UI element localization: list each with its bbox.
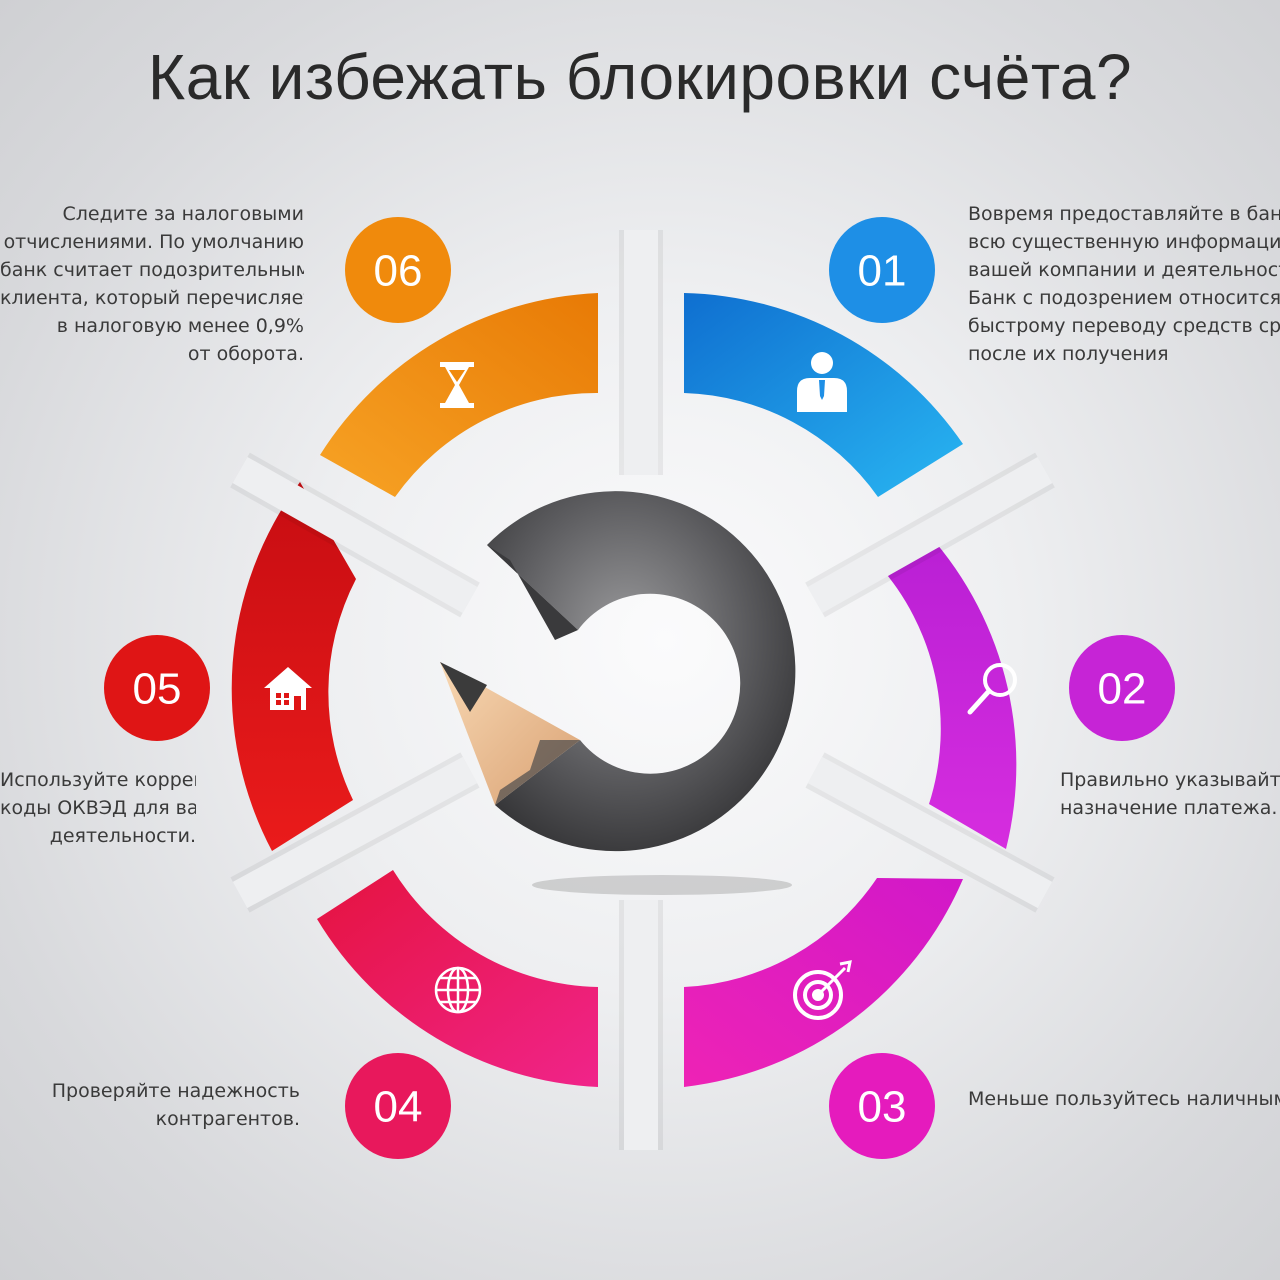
- businessman-icon: [797, 352, 847, 412]
- badge-number: 05: [133, 665, 182, 714]
- step-06-description: Следите за налоговыми отчислениями. По у…: [0, 203, 304, 365]
- pencil-lead: [440, 662, 487, 712]
- step-02-description: Правильно указывайте назначение платежа.: [1060, 769, 1280, 819]
- badge-04: 04: [345, 1053, 451, 1159]
- step-05-description: Используйте корректные коды ОКВЭД для ва…: [0, 769, 196, 847]
- badge-number: 02: [1098, 665, 1147, 714]
- badge-02: 02: [1069, 635, 1175, 741]
- badge-number: 06: [374, 247, 423, 296]
- globe-icon: [434, 966, 482, 1014]
- badge-number: 03: [858, 1083, 907, 1132]
- target-icon: [793, 960, 852, 1020]
- page-title: Как избежать блокировки счёта?: [147, 41, 1133, 113]
- badge-03: 03: [829, 1053, 935, 1159]
- pencil-ring-graphic: [440, 491, 796, 895]
- segment-05: [231, 482, 356, 851]
- ring-shape: [487, 491, 796, 852]
- hourglass-icon: [440, 362, 474, 408]
- segment-02: [877, 526, 1017, 849]
- badge-number: 01: [858, 247, 907, 296]
- badge-05: 05: [104, 635, 210, 741]
- magnifier-icon: [967, 663, 1017, 715]
- badge-01: 01: [829, 217, 935, 323]
- step-01-description: Вовремя предоставляйте в банк всю сущест…: [968, 203, 1280, 365]
- wheel-dividers: [230, 230, 1055, 1150]
- step-04-description: Проверяйте надежность контрагентов.: [51, 1080, 300, 1130]
- badge-number: 04: [374, 1083, 423, 1132]
- step-03-description: Меньше пользуйтесь наличными.: [968, 1088, 1280, 1110]
- house-icon: [264, 667, 312, 710]
- badge-06: 06: [345, 217, 451, 323]
